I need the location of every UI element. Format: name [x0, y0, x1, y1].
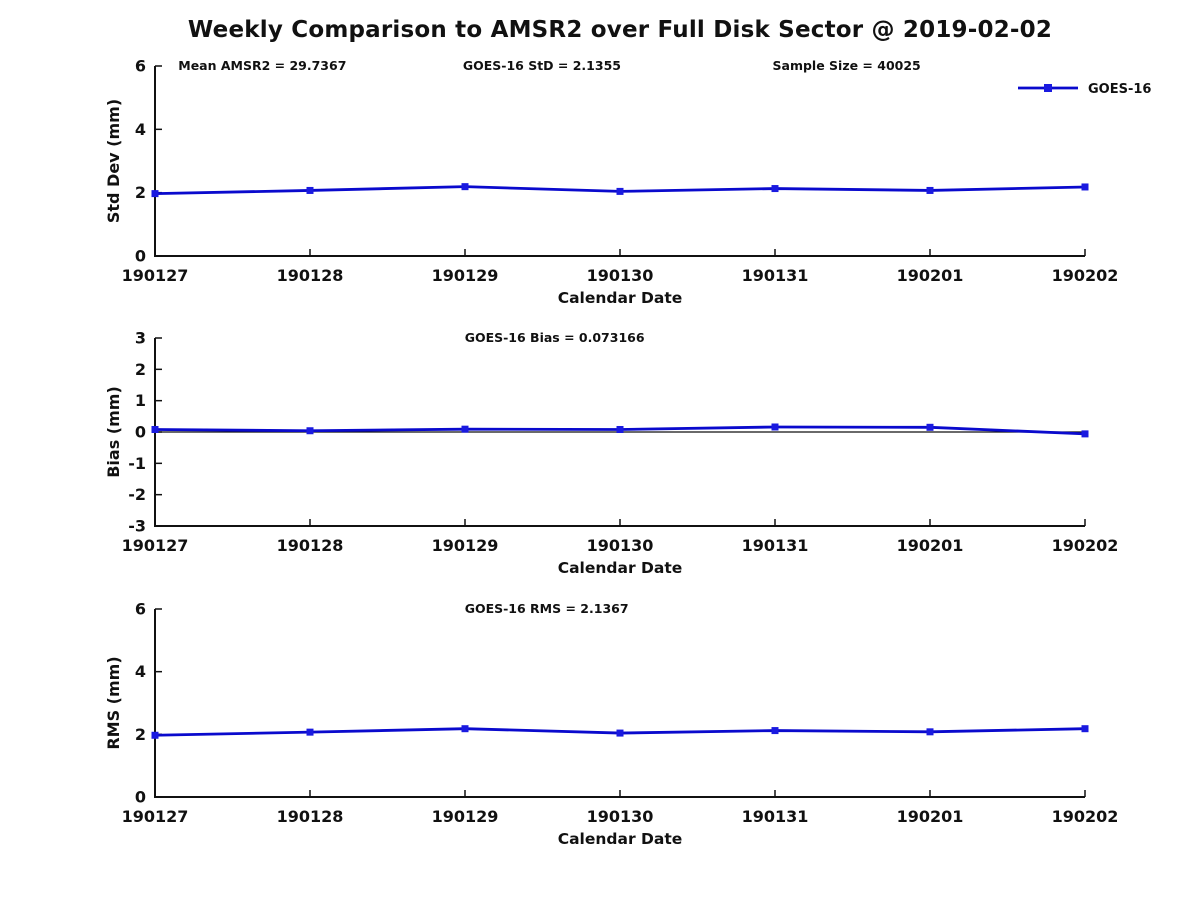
- x-tick-label: 190130: [587, 536, 654, 555]
- data-point-marker: [616, 425, 624, 433]
- annotation-text: GOES-16 RMS = 2.1367: [465, 601, 629, 616]
- x-tick-label: 190127: [122, 807, 189, 826]
- data-point-marker: [771, 423, 779, 431]
- y-tick-label: 1: [135, 391, 146, 410]
- x-tick-label: 190131: [742, 266, 809, 285]
- annotation-text: GOES-16 Bias = 0.073166: [465, 330, 645, 345]
- y-tick-label: 2: [135, 360, 146, 379]
- x-tick-label: 190201: [897, 536, 964, 555]
- x-tick-label: 190201: [897, 807, 964, 826]
- annotation-text: GOES-16 StD = 2.1355: [463, 58, 621, 73]
- y-tick-label: -3: [128, 517, 146, 536]
- data-point-marker: [151, 425, 159, 433]
- y-tick-label: -2: [128, 485, 146, 504]
- data-point-marker: [1081, 183, 1089, 191]
- data-point-marker: [616, 729, 624, 737]
- data-point-marker: [461, 183, 469, 191]
- y-axis-title: Std Dev (mm): [104, 99, 123, 223]
- y-tick-label: 3: [135, 329, 146, 348]
- data-point-marker: [151, 731, 159, 739]
- data-point-marker: [926, 186, 934, 194]
- x-axis-title: Calendar Date: [558, 559, 683, 577]
- x-tick-label: 190129: [432, 807, 499, 826]
- y-tick-label: 0: [135, 788, 146, 807]
- legend-label: GOES-16: [1088, 82, 1151, 97]
- y-tick-label: 2: [135, 725, 146, 744]
- data-point-marker: [306, 728, 314, 736]
- data-point-marker: [616, 187, 624, 195]
- data-point-marker: [771, 727, 779, 735]
- x-tick-label: 190129: [432, 266, 499, 285]
- x-tick-label: 190131: [742, 807, 809, 826]
- x-tick-label: 190130: [587, 807, 654, 826]
- x-tick-label: 190202: [1052, 807, 1119, 826]
- axis-spine: [154, 609, 1085, 798]
- x-tick-label: 190202: [1052, 266, 1119, 285]
- data-point-marker: [306, 186, 314, 194]
- x-tick-label: 190128: [277, 266, 344, 285]
- y-tick-label: 6: [135, 600, 146, 619]
- figure-title: Weekly Comparison to AMSR2 over Full Dis…: [187, 17, 1053, 43]
- y-tick-label: 0: [135, 247, 146, 266]
- y-tick-label: 6: [135, 57, 146, 76]
- x-tick-label: 190128: [277, 807, 344, 826]
- data-point-marker: [151, 190, 159, 198]
- x-tick-label: 190127: [122, 266, 189, 285]
- y-axis-title: RMS (mm): [104, 656, 123, 749]
- x-axis-title: Calendar Date: [558, 830, 683, 848]
- data-point-marker: [926, 423, 934, 431]
- y-tick-label: 4: [135, 120, 146, 139]
- x-axis-title: Calendar Date: [558, 289, 683, 307]
- x-tick-label: 190201: [897, 266, 964, 285]
- data-point-marker: [461, 425, 469, 433]
- x-tick-label: 190131: [742, 536, 809, 555]
- x-tick-label: 190130: [587, 266, 654, 285]
- data-point-marker: [926, 728, 934, 736]
- y-tick-label: -1: [128, 454, 146, 473]
- y-tick-label: 4: [135, 662, 146, 681]
- data-point-marker: [1081, 430, 1089, 438]
- data-point-marker: [461, 725, 469, 733]
- y-tick-label: 2: [135, 183, 146, 202]
- axis-spine: [154, 66, 1085, 257]
- y-tick-label: 0: [135, 423, 146, 442]
- annotation-text: Sample Size = 40025: [773, 58, 921, 73]
- x-tick-label: 190202: [1052, 536, 1119, 555]
- x-tick-label: 190127: [122, 536, 189, 555]
- legend-marker: [1044, 84, 1052, 92]
- x-tick-label: 190128: [277, 536, 344, 555]
- data-point-marker: [306, 427, 314, 435]
- data-point-marker: [1081, 725, 1089, 733]
- annotation-text: Mean AMSR2 = 29.7367: [178, 58, 346, 73]
- x-tick-label: 190129: [432, 536, 499, 555]
- data-point-marker: [771, 185, 779, 193]
- y-axis-title: Bias (mm): [104, 386, 123, 478]
